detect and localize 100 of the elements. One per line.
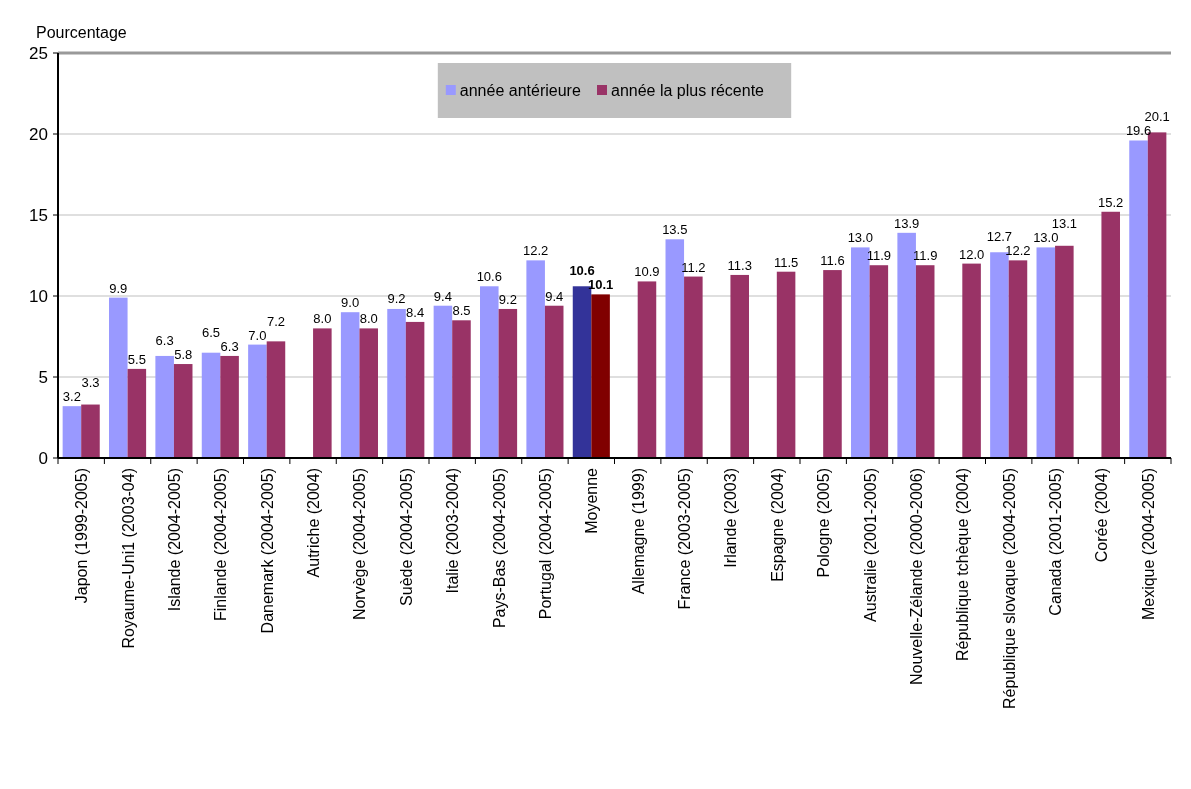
bar: [127, 368, 147, 458]
bar: [480, 286, 499, 458]
data-label: 8.0: [359, 311, 378, 327]
x-tick-label: Espagne (2004): [768, 468, 786, 582]
data-label: 3.3: [81, 375, 100, 391]
bar: [962, 263, 981, 458]
bar: [869, 265, 889, 458]
x-tick-label: Japon (1999-2005): [73, 468, 91, 604]
bar: [1129, 140, 1148, 458]
bar: [637, 281, 657, 458]
x-tick-label: Danemark (2004-2005): [258, 468, 276, 634]
x-tick-label: République tchèque (2004): [954, 468, 972, 662]
x-tick-label: Royaume-Uni1 (2003-04): [119, 468, 137, 649]
data-label: 9.4: [433, 288, 452, 304]
data-label: 13.1: [1051, 216, 1077, 232]
data-label: 13.9: [894, 215, 920, 231]
data-label: 9.4: [545, 288, 564, 304]
x-tick-label: République slovaque (2004-2005): [1000, 468, 1018, 710]
y-tick-label: 10: [29, 286, 48, 306]
bar: [81, 404, 100, 458]
x-tick-label: Canada (2001-2005): [1047, 468, 1065, 616]
data-label: 8.5: [452, 303, 471, 319]
y-tick-label: 15: [29, 205, 48, 225]
data-label: 20.1: [1144, 109, 1170, 125]
bar: [248, 344, 267, 458]
x-tick-label: Australie (2001-2005): [861, 468, 879, 622]
y-tick-label: 20: [29, 124, 48, 144]
bar: [1055, 245, 1074, 458]
data-label: 11.9: [913, 248, 938, 264]
bar: [1101, 211, 1120, 458]
x-tick-label: France (2003-2005): [676, 468, 694, 610]
data-label: 5.8: [174, 347, 193, 363]
bar: [730, 274, 749, 458]
y-tick-label: 25: [29, 43, 48, 63]
data-label: 11.9: [866, 248, 892, 264]
data-label: 3.2: [62, 389, 81, 405]
bar: [498, 308, 518, 458]
bar: [313, 328, 332, 458]
legend-label: année antérieure: [459, 82, 581, 99]
bar: [526, 260, 545, 458]
bar: [340, 312, 360, 458]
x-tick-label: Pologne (2005): [815, 468, 833, 578]
bar: [915, 265, 935, 458]
bar: [776, 271, 796, 458]
data-label: 5.5: [127, 351, 146, 367]
y-tick-label: 5: [38, 367, 48, 387]
data-label: 8.0: [313, 311, 332, 327]
data-label: 9.0: [341, 295, 360, 311]
x-tick-label: Moyenne: [583, 467, 601, 534]
data-label: 8.4: [406, 304, 425, 320]
data-label: 12.2: [523, 243, 549, 259]
data-label: 10.6: [476, 269, 502, 285]
bar: [1036, 247, 1056, 458]
data-label: 6.3: [155, 333, 174, 349]
data-label: 11.6: [820, 253, 845, 269]
data-label: 12.7: [986, 229, 1013, 245]
bar: [109, 297, 128, 458]
x-tick-label: Mexique (2004-2005): [1139, 468, 1157, 621]
bar: [62, 406, 82, 458]
bar: [591, 294, 610, 458]
bar: [173, 364, 193, 458]
data-label: 12.2: [1005, 243, 1031, 259]
x-tick-label: Portugal (2004-2005): [536, 468, 554, 620]
data-label: 9.9: [109, 280, 128, 296]
y-axis-title: Pourcentage: [36, 24, 127, 41]
data-label: 9.2: [498, 291, 517, 307]
x-tick-label: Corée (2004): [1093, 468, 1111, 563]
data-label: 6.3: [220, 338, 239, 354]
bar: [544, 305, 564, 458]
data-label: 11.2: [681, 259, 706, 275]
x-tick-label: Italie (2003-2004): [444, 468, 462, 594]
bar: [1008, 260, 1028, 458]
bar: [387, 308, 406, 458]
bar: [452, 320, 471, 458]
data-label: 7.0: [248, 327, 267, 343]
data-label: 10.1: [587, 277, 614, 293]
bar: [359, 328, 378, 458]
x-tick-label: Nouvelle-Zélande (2000-2006): [907, 468, 925, 686]
bar: [897, 232, 916, 458]
data-label: 11.5: [773, 254, 799, 270]
bar: [155, 355, 174, 458]
data-label: 11.3: [727, 257, 752, 273]
x-tick-label: Autriche (2004): [305, 468, 323, 578]
bar: [405, 321, 425, 458]
y-tick-label: 0: [38, 448, 48, 468]
bar: [433, 305, 453, 458]
x-tick-label: Pays-Bas (2004-2005): [490, 468, 508, 629]
x-tick-label: Suède (2004-2005): [397, 468, 415, 606]
x-tick-label: Allemagne (1999): [629, 468, 647, 595]
x-tick-label: Islande (2004-2005): [165, 468, 183, 612]
bar: [220, 355, 239, 458]
data-label: 12.0: [958, 246, 985, 262]
data-label: 13.0: [1033, 230, 1059, 246]
x-tick-label: Norvège (2004-2005): [351, 468, 369, 621]
data-label: 6.5: [202, 324, 221, 340]
data-label: 19.6: [1125, 123, 1152, 139]
x-tick-label: Finlande (2004-2005): [212, 468, 230, 621]
bar: [684, 276, 703, 458]
bar: [266, 341, 286, 458]
data-label: 9.2: [387, 290, 406, 306]
